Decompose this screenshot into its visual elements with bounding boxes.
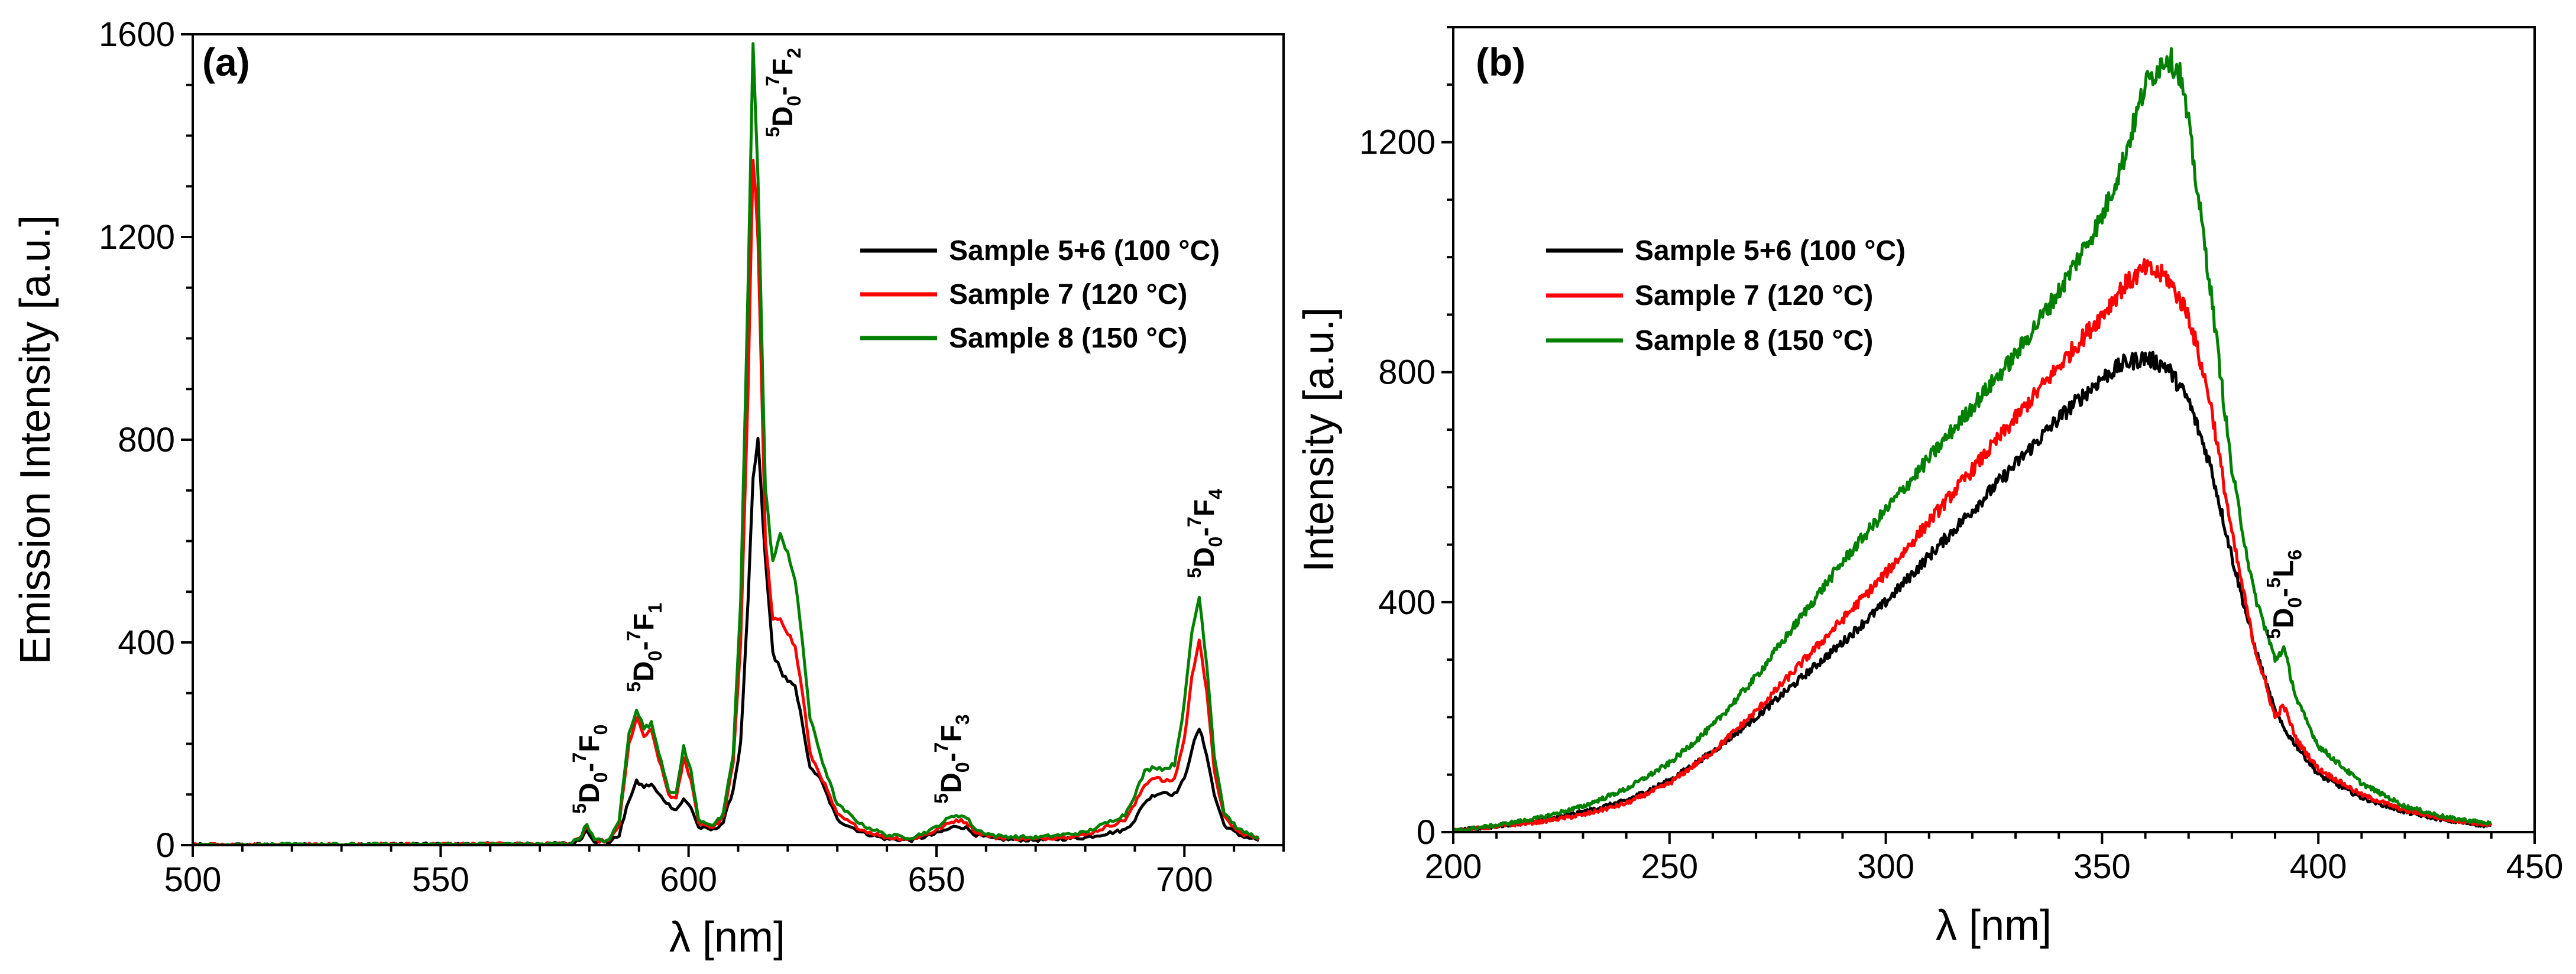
y-tick-label: 400 (1378, 583, 1436, 622)
series-line-sample-5-6 (193, 437, 1259, 845)
panel-a-y-axis-label: Emission Intensity [a.u.] (12, 215, 59, 664)
x-tick-label: 200 (1425, 848, 1482, 886)
panel-a-legend: Sample 5+6 (100 °C) Sample 7 (120 °C) Samp… (860, 235, 1220, 354)
panel-b-label: (b) (1476, 40, 1525, 84)
panel-a-x-ticks: 500 550 600 650 700 (164, 845, 1285, 899)
x-tick-label: 250 (1641, 848, 1698, 886)
panel-b-x-axis-label: λ [nm] (1936, 902, 2052, 949)
panel-a-plot-area (193, 42, 1261, 845)
panel-a-y-ticks: 0 400 800 1200 1600 (99, 15, 193, 865)
transition-annotation: 5D0-5L6 (2263, 550, 2306, 639)
panel-a-axes-frame (192, 33, 1285, 846)
panel-a-transition-annotations: 5D0-7F0 5D0-7F1 5D0-7F2 5D0-7F3 5D0-7F4 (569, 48, 1226, 814)
panel-b-excitation-chart: 200 250 300 350 400 450 0 400 800 1200 (b) λ [nm… (1295, 26, 2564, 949)
transition-annotation: 5D0-7F3 (931, 715, 973, 804)
panel-b-y-axis-label: Intensity [a.u.] (1295, 307, 1343, 572)
x-tick-label: 300 (1857, 848, 1914, 886)
panel-a-label: (a) (202, 40, 250, 84)
y-tick-label: 400 (118, 624, 175, 662)
x-tick-label: 700 (1156, 861, 1213, 899)
y-tick-label: 800 (1378, 353, 1436, 392)
series-line-sample-8 (193, 42, 1260, 845)
x-tick-label: 550 (412, 861, 469, 899)
y-tick-label: 800 (118, 421, 175, 459)
panel-b-axes-frame (1452, 26, 2536, 833)
panel-a-emission-chart: 500 550 600 650 700 0 400 800 1200 1600 (a) λ [n… (12, 15, 1285, 961)
series-line-sample-7 (1453, 258, 2493, 832)
series-line-sample-8 (1453, 47, 2492, 832)
panel-b-plot-area (1453, 47, 2493, 832)
panel-b-x-ticks: 200 250 300 350 400 450 (1425, 832, 2564, 886)
y-tick-label: 1200 (1359, 124, 1436, 162)
legend-entry: Sample 5+6 (100 °C) (949, 235, 1220, 267)
panel-b-legend: Sample 5+6 (100 °C) Sample 7 (120 °C) Samp… (1546, 235, 1906, 356)
transition-annotation: 5D0-7F1 (623, 603, 666, 692)
legend-entry: Sample 8 (150 °C) (1635, 325, 1873, 356)
x-tick-label: 650 (908, 861, 965, 899)
legend-entry: Sample 8 (150 °C) (949, 323, 1187, 354)
transition-annotation: 5D0-7F4 (1184, 489, 1226, 578)
x-tick-label: 350 (2073, 848, 2131, 886)
legend-entry: Sample 5+6 (100 °C) (1635, 235, 1906, 267)
y-tick-label: 0 (156, 826, 175, 865)
x-tick-label: 600 (660, 861, 717, 899)
y-tick-label: 0 (1417, 813, 1436, 852)
x-tick-label: 450 (2506, 848, 2564, 886)
panel-b-y-ticks: 0 400 800 1200 (1359, 26, 1453, 852)
panel-a-x-axis-label: λ [nm] (669, 914, 785, 961)
y-tick-label: 1200 (99, 218, 175, 257)
panel-b-transition-annotations: 5D0-5L6 (2263, 550, 2306, 639)
x-tick-label: 500 (164, 861, 222, 899)
transition-annotation: 5D0-7F2 (762, 48, 805, 137)
x-tick-label: 400 (2290, 848, 2347, 886)
legend-entry: Sample 7 (120 °C) (1635, 280, 1873, 311)
legend-entry: Sample 7 (120 °C) (949, 279, 1187, 310)
transition-annotation: 5D0-7F0 (569, 725, 611, 814)
y-tick-label: 1600 (99, 15, 175, 54)
